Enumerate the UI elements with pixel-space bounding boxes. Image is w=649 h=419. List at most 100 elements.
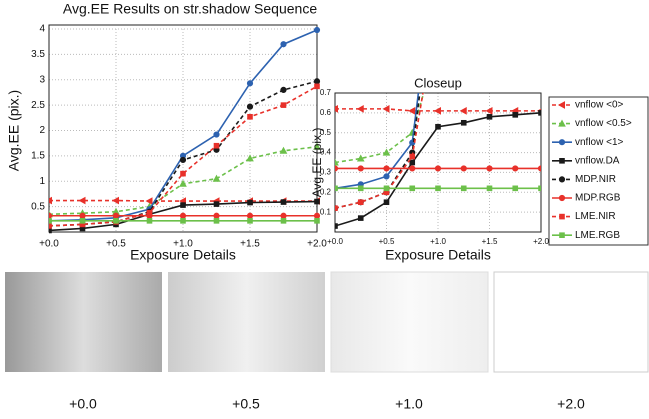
marker xyxy=(383,185,390,192)
series-line xyxy=(335,93,420,190)
y-axis-label: Avg.EE (pix.) xyxy=(310,128,324,198)
marker xyxy=(335,105,338,113)
legend-label: LME.RGB xyxy=(575,230,620,241)
marker xyxy=(314,83,320,90)
marker xyxy=(459,107,467,115)
marker xyxy=(280,86,287,94)
marker xyxy=(486,185,493,192)
legend-label: vnflow <0> xyxy=(575,100,624,111)
marker xyxy=(357,185,364,192)
marker xyxy=(280,41,287,48)
marker xyxy=(335,223,338,229)
image-label: +0.0 xyxy=(69,396,97,412)
marker xyxy=(212,174,221,182)
chart-title: Avg.EE Results on str.shadow Sequence xyxy=(63,1,317,17)
y-tick-label: 2 xyxy=(39,125,45,136)
marker xyxy=(558,139,566,146)
marker xyxy=(409,153,416,160)
marker xyxy=(279,146,288,154)
marker xyxy=(146,209,153,216)
marker xyxy=(460,119,467,126)
marker xyxy=(145,197,153,205)
marker xyxy=(435,185,441,192)
marker xyxy=(335,158,339,166)
marker xyxy=(179,179,187,187)
marker xyxy=(512,112,519,118)
marker xyxy=(409,165,416,172)
series-line xyxy=(335,93,424,209)
marker xyxy=(111,196,119,205)
marker xyxy=(280,212,287,219)
marker xyxy=(313,142,321,150)
marker xyxy=(314,218,320,224)
thumbnail xyxy=(168,272,325,372)
marker xyxy=(461,21,467,27)
legend-label: vnflow <0.5> xyxy=(575,118,632,129)
marker xyxy=(112,212,120,219)
marker xyxy=(213,212,220,219)
marker xyxy=(538,185,541,192)
marker xyxy=(433,107,441,115)
x-tick-label: +1.0 xyxy=(430,237,446,246)
marker xyxy=(313,212,321,219)
marker xyxy=(49,212,53,219)
marker xyxy=(280,218,287,224)
thumbnail xyxy=(493,271,649,373)
marker xyxy=(49,223,52,229)
marker xyxy=(357,199,364,206)
marker xyxy=(434,165,442,172)
marker xyxy=(335,185,338,192)
legend-box xyxy=(548,96,649,246)
marker xyxy=(460,185,467,192)
marker xyxy=(146,218,153,224)
marker xyxy=(314,198,320,205)
y-tick-label: 1.5 xyxy=(31,151,45,162)
y-tick-label: 3 xyxy=(39,74,45,85)
marker xyxy=(246,212,254,219)
marker xyxy=(356,154,365,162)
marker xyxy=(356,105,364,113)
marker xyxy=(558,119,566,127)
marker xyxy=(246,103,254,110)
image-label: +0.5 xyxy=(232,396,260,412)
marker xyxy=(247,218,253,224)
marker xyxy=(335,205,338,211)
marker xyxy=(383,173,390,180)
y-axis-label: Avg.EE (pix.) xyxy=(6,90,22,171)
y-tick-label: 0.3 xyxy=(320,168,332,177)
x-tick-label: +0.0 xyxy=(327,237,343,246)
y-tick-label: 0.1 xyxy=(320,207,332,216)
marker xyxy=(460,165,467,172)
marker xyxy=(180,202,186,208)
marker xyxy=(559,232,565,238)
y-tick-label: 2.5 xyxy=(31,100,45,111)
x-axis-label: Exposure Details xyxy=(130,247,236,263)
marker xyxy=(357,165,364,172)
marker xyxy=(180,170,186,177)
plot-frame xyxy=(48,24,318,233)
y-tick-label: 4 xyxy=(39,24,45,35)
marker xyxy=(313,78,321,85)
marker xyxy=(537,165,541,172)
marker xyxy=(557,101,565,109)
thumbnail xyxy=(330,271,489,373)
legend-label: vnflow.DA xyxy=(575,155,620,166)
series-group xyxy=(49,26,321,234)
marker xyxy=(409,185,416,192)
x-tick-label: +1.0 xyxy=(173,239,193,250)
legend-label: MDP.NIR xyxy=(575,174,616,185)
chart-title: Closeup xyxy=(414,75,462,90)
marker xyxy=(335,165,339,172)
marker xyxy=(179,156,187,164)
marker xyxy=(247,199,253,206)
x-tick-label: +2.0 xyxy=(307,239,327,250)
y-tick-label: 1 xyxy=(39,176,45,187)
y-tick-label: 3.5 xyxy=(31,49,45,60)
x-tick-label: +0.0 xyxy=(39,239,59,250)
x-tick-label: +0.5 xyxy=(379,237,395,246)
thumbnail xyxy=(5,272,162,372)
y-tick-label: 0.6 xyxy=(320,108,332,117)
image-label: +1.0 xyxy=(395,396,423,412)
x-tick-label: +0.5 xyxy=(106,239,126,250)
marker xyxy=(512,165,519,172)
